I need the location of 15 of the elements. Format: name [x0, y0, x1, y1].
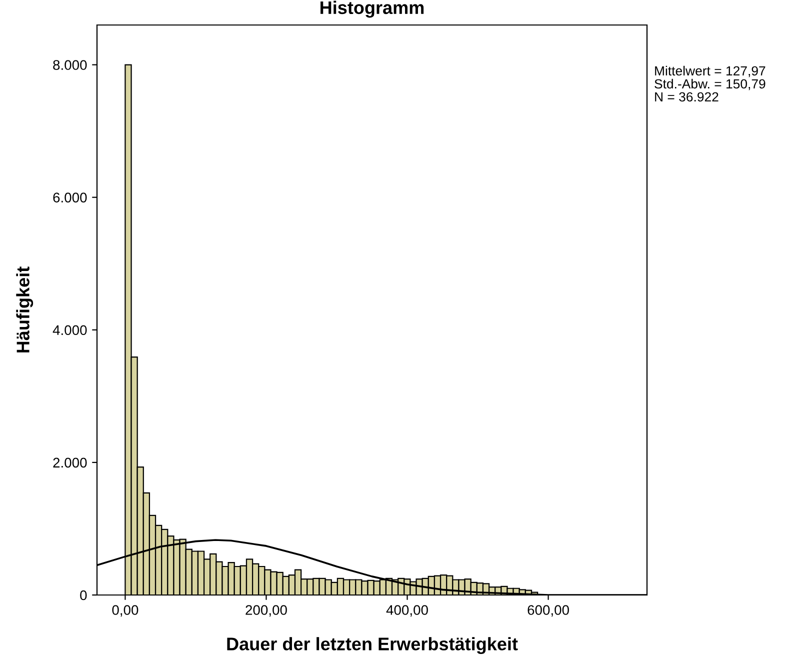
chart-title: Histogramm [320, 0, 424, 18]
y-tick-label: 2.000 [53, 458, 87, 468]
text: Std.-Abw. = 150,79 [654, 78, 766, 90]
y-tick-label: 4.000 [52, 325, 87, 336]
x-axis-title: Dauer der letzten Erwerbstätigkeit [227, 637, 518, 654]
x-tick-label: 0,00 [112, 605, 138, 617]
text: Mittelwert = 127,97 [655, 66, 766, 78]
text: N = 36.922 [655, 92, 718, 102]
y-axis-title: Häufigkeit [16, 266, 34, 352]
x-tick-label: 400,00 [386, 605, 428, 617]
y-tick-label: 8.000 [53, 60, 87, 70]
x-tick-label: 200,00 [246, 605, 287, 617]
y-tick-label: 0 [80, 590, 87, 600]
y-tick-label: 6.000 [53, 192, 87, 202]
x-tick-label: 600,00 [528, 605, 569, 617]
